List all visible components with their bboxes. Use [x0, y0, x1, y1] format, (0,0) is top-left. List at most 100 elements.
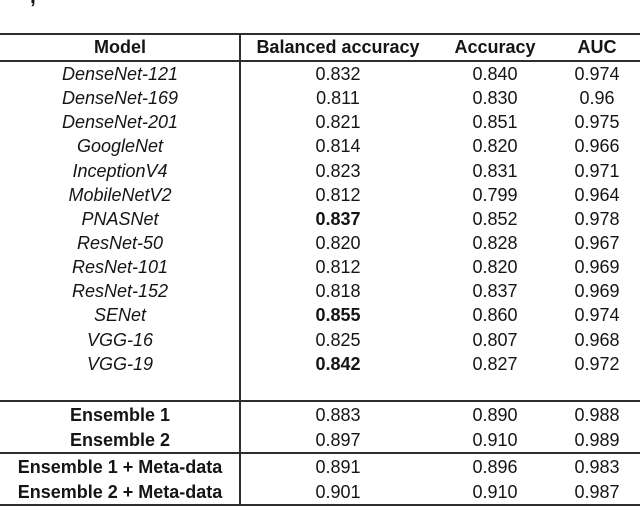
model-rows-group: DenseNet-121 0.832 0.840 0.974 DenseNet-169 0… [0, 62, 640, 376]
cell-balanced-accuracy: 0.837 [315, 208, 361, 229]
cell-auc: 0.966 [574, 136, 620, 157]
cell-model: MobileNetV2 [68, 184, 172, 205]
cell-auc: 0.96 [579, 88, 615, 109]
cell-auc: 0.975 [574, 112, 620, 133]
rule-ensemble-section-top [0, 400, 640, 402]
cell-accuracy: 0.896 [472, 456, 518, 477]
cell-auc: 0.989 [574, 429, 620, 450]
table-row: InceptionV4 0.823 0.831 0.971 [0, 159, 640, 183]
cell-accuracy: 0.807 [472, 329, 518, 350]
meta-rows-group: Ensemble 1 + Meta-data 0.891 0.896 0.983 Ens… [0, 454, 640, 504]
cell-model: Ensemble 2 + Meta-data [17, 481, 223, 502]
cell-balanced-accuracy: 0.823 [315, 160, 361, 181]
cell-accuracy: 0.827 [472, 353, 518, 374]
cell-model: InceptionV4 [72, 160, 168, 181]
table-row: ResNet-101 0.812 0.820 0.969 [0, 255, 640, 279]
cell-auc: 0.972 [574, 353, 620, 374]
cell-accuracy: 0.910 [472, 429, 518, 450]
cell-balanced-accuracy: 0.811 [316, 88, 360, 109]
cell-auc: 0.968 [574, 329, 620, 350]
cell-auc: 0.987 [574, 481, 620, 502]
rule-header-bottom [0, 60, 640, 62]
table-row: Ensemble 1 0.883 0.890 0.988 [0, 402, 640, 427]
cell-accuracy: 0.820 [472, 136, 518, 157]
cell-auc: 0.978 [574, 208, 620, 229]
cell-model: Ensemble 1 [69, 404, 171, 425]
cell-model: VGG-16 [86, 329, 154, 350]
cell-balanced-accuracy: 0.814 [315, 136, 361, 157]
cell-balanced-accuracy: 0.820 [315, 233, 361, 254]
column-header-balanced-accuracy: Balanced accuracy [256, 37, 420, 57]
column-header-accuracy: Accuracy [454, 37, 536, 57]
cell-balanced-accuracy: 0.842 [315, 353, 361, 374]
cell-model: DenseNet-169 [61, 88, 179, 109]
cell-balanced-accuracy: 0.825 [315, 329, 361, 350]
column-header-model: Model [94, 37, 146, 57]
cell-accuracy: 0.799 [472, 184, 518, 205]
table-row: Ensemble 2 0.897 0.910 0.989 [0, 427, 640, 452]
cell-balanced-accuracy: 0.883 [315, 404, 361, 425]
cell-auc: 0.964 [574, 184, 620, 205]
column-header-auc: AUC [577, 37, 617, 57]
table-row: VGG-19 0.842 0.827 0.972 [0, 352, 640, 376]
cell-accuracy: 0.890 [472, 404, 518, 425]
cell-auc: 0.967 [574, 233, 620, 254]
cell-model: PNASNet [81, 208, 159, 229]
table-row: SENet 0.855 0.860 0.974 [0, 303, 640, 327]
ensemble-rows-group: Ensemble 1 0.883 0.890 0.988 Ensemble 2 0.897… [0, 402, 640, 452]
cell-accuracy: 0.830 [472, 88, 518, 109]
cell-accuracy: 0.860 [472, 305, 518, 326]
cell-balanced-accuracy: 0.891 [315, 456, 361, 477]
cell-accuracy: 0.828 [472, 233, 518, 254]
cell-model: VGG-19 [86, 353, 154, 374]
cell-model: GoogleNet [76, 136, 164, 157]
cell-auc: 0.974 [574, 305, 620, 326]
rule-bottom [0, 504, 640, 506]
cell-auc: 0.988 [574, 404, 620, 425]
cell-balanced-accuracy: 0.812 [315, 257, 361, 278]
cell-model: Ensemble 2 [69, 429, 171, 450]
cell-balanced-accuracy: 0.832 [315, 64, 361, 85]
table-row: DenseNet-201 0.821 0.851 0.975 [0, 110, 640, 134]
cell-model: ResNet-152 [71, 281, 169, 302]
cell-balanced-accuracy: 0.855 [315, 305, 361, 326]
cell-auc: 0.971 [574, 160, 620, 181]
cell-accuracy: 0.840 [472, 64, 518, 85]
rule-meta-section-top [0, 452, 640, 454]
rule-top [0, 33, 640, 35]
table-row: Ensemble 1 + Meta-data 0.891 0.896 0.983 [0, 454, 640, 479]
table-row: VGG-16 0.825 0.807 0.968 [0, 328, 640, 352]
cell-accuracy: 0.910 [472, 481, 518, 502]
cell-accuracy: 0.852 [472, 208, 518, 229]
table-row: Ensemble 2 + Meta-data 0.901 0.910 0.987 [0, 479, 640, 504]
table-header-row: Model Balanced accuracy Accuracy AUC [0, 34, 640, 60]
table-row: PNASNet 0.837 0.852 0.978 [0, 207, 640, 231]
cell-auc: 0.969 [574, 257, 620, 278]
cell-model: ResNet-101 [71, 257, 169, 278]
cell-model: DenseNet-201 [61, 112, 179, 133]
cell-balanced-accuracy: 0.818 [315, 281, 361, 302]
cell-auc: 0.983 [574, 456, 620, 477]
cell-balanced-accuracy: 0.901 [315, 481, 361, 502]
cell-accuracy: 0.820 [472, 257, 518, 278]
table-row: MobileNetV2 0.812 0.799 0.964 [0, 183, 640, 207]
table-row: ResNet-50 0.820 0.828 0.967 [0, 231, 640, 255]
cell-balanced-accuracy: 0.897 [315, 429, 361, 450]
cell-balanced-accuracy: 0.812 [315, 184, 361, 205]
table-row: ResNet-152 0.818 0.837 0.969 [0, 279, 640, 303]
cell-accuracy: 0.831 [472, 160, 518, 181]
cell-model: ResNet-50 [76, 233, 164, 254]
caption-fragment: , [30, 0, 36, 9]
table-row: DenseNet-169 0.811 0.830 0.96 [0, 86, 640, 110]
cell-auc: 0.969 [574, 281, 620, 302]
table-row: GoogleNet 0.814 0.820 0.966 [0, 134, 640, 158]
table-row: DenseNet-121 0.832 0.840 0.974 [0, 62, 640, 86]
cell-accuracy: 0.837 [472, 281, 518, 302]
cell-accuracy: 0.851 [472, 112, 518, 133]
cell-auc: 0.974 [574, 64, 620, 85]
cell-model: SENet [93, 305, 147, 326]
cell-model: Ensemble 1 + Meta-data [17, 456, 223, 477]
cell-model: DenseNet-121 [61, 64, 179, 85]
model-column-divider-line [239, 33, 241, 506]
